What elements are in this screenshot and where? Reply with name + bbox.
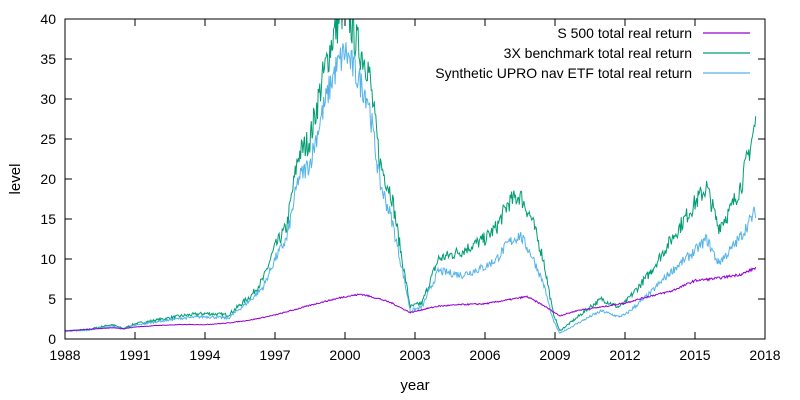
legend-label: Synthetic UPRO nav ETF total real return <box>435 65 692 81</box>
x-tick-label: 2000 <box>329 347 360 363</box>
y-tick-label: 15 <box>40 211 56 227</box>
x-tick-label: 2012 <box>609 347 640 363</box>
y-tick-label: 0 <box>48 331 56 347</box>
series-line <box>65 42 757 334</box>
y-tick-label: 20 <box>40 171 56 187</box>
x-tick-label: 1988 <box>49 347 80 363</box>
y-tick-label: 35 <box>40 51 56 67</box>
y-tick-label: 30 <box>40 91 56 107</box>
x-tick-label: 1994 <box>189 347 220 363</box>
series-line <box>65 266 757 332</box>
plot-lines <box>65 19 757 334</box>
y-axis: 0 5 10 15 20 25 30 35 40 <box>40 11 765 347</box>
x-tick-label: 2015 <box>679 347 710 363</box>
y-tick-label: 25 <box>40 131 56 147</box>
x-tick-label: 2009 <box>539 347 570 363</box>
x-tick-label: 2006 <box>469 347 500 363</box>
x-tick-label: 1991 <box>119 347 150 363</box>
x-tick-label: 1997 <box>259 347 290 363</box>
x-tick-label: 2018 <box>749 347 780 363</box>
x-axis: 1988 1991 1994 1997 2000 2003 2006 2009 2012 2015… <box>49 19 781 363</box>
y-tick-label: 40 <box>40 11 56 27</box>
legend-label: S 500 total real return <box>557 25 692 41</box>
y-tick-label: 5 <box>48 291 56 307</box>
y-axis-label: level <box>7 164 24 195</box>
y-tick-label: 10 <box>40 251 56 267</box>
series-line <box>65 19 757 332</box>
x-axis-label: year <box>400 377 429 394</box>
legend: S 500 total real return 3X benchmark tota… <box>435 25 750 81</box>
x-tick-label: 2003 <box>399 347 430 363</box>
legend-label: 3X benchmark total real return <box>504 45 692 61</box>
